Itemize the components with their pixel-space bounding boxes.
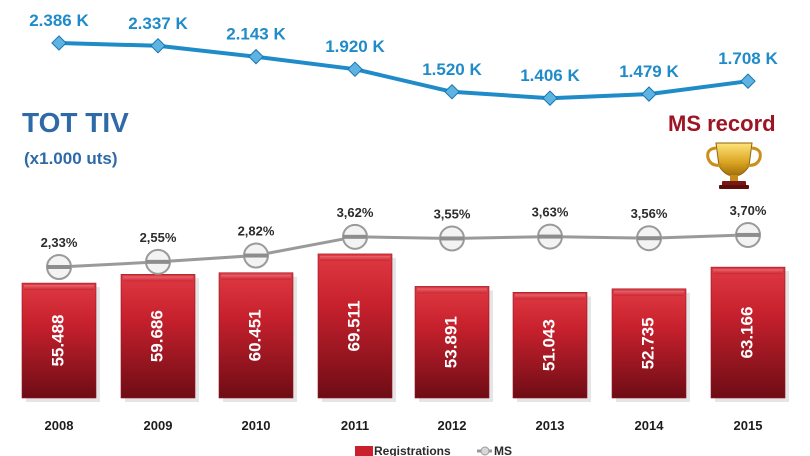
bar-2012 <box>414 286 490 399</box>
legend-ms-marker <box>480 446 490 456</box>
bar-2008 <box>21 282 97 399</box>
chart-subtitle: (x1.000 uts) <box>24 149 118 168</box>
ms-point-bar-2012 <box>440 236 464 241</box>
ms-line <box>58 233 749 269</box>
ms-record-annotation: MS record <box>668 111 776 136</box>
tot-tiv-label-2014: 1.479 K <box>619 62 679 81</box>
bar-top-highlight-2010 <box>221 274 291 280</box>
tot-tiv-label-2010: 2.143 K <box>226 25 286 44</box>
bar-value-label-2014: 52.735 <box>638 317 657 369</box>
ms-label-2012: 3,55% <box>434 206 471 221</box>
bar-value-label-2011: 69.511 <box>344 300 363 351</box>
tiv-label-group: 2.386 K 2.337 K 2.143 K 1.920 K 1.520 K 1.406… <box>29 11 778 85</box>
ms-label-2013: 3,63% <box>532 205 569 220</box>
tot-tiv-point-2011 <box>347 61 363 78</box>
tot-tiv-point-2014 <box>641 86 657 102</box>
bar-top-highlight-2014 <box>614 290 684 296</box>
ms-label-2011: 3,62% <box>337 205 374 220</box>
tot-tiv-label-2009: 2.337 K <box>128 14 188 33</box>
ms-line-group <box>46 221 761 280</box>
x-tick-label-2010: 2010 <box>242 418 271 433</box>
ms-point-bar-2011 <box>343 234 367 239</box>
ms-label-2008: 2,33% <box>41 235 78 250</box>
bar-value-label-2008: 55.488 <box>48 315 67 367</box>
x-tick-label-2011: 2011 <box>341 418 369 433</box>
tot-tiv-point-2013 <box>542 90 558 106</box>
ms-label-group: 2,33% 2,55% 2,82% 3,62% 3,55% 3,63% 3,56% 3,70% <box>41 203 767 250</box>
bar-top-highlight-2012 <box>417 288 487 294</box>
ms-point-bar-2015 <box>736 232 760 237</box>
ms-point-bar-2008 <box>47 265 71 269</box>
bar-value-label-2009: 59.686 <box>147 310 166 362</box>
bar-top-highlight-2009 <box>123 276 193 282</box>
ms-label-2010: 2,82% <box>238 224 275 239</box>
tot-tiv-point-2009 <box>150 37 166 54</box>
chart-title: TOT TIV <box>22 107 129 138</box>
ms-point-bar-2014 <box>637 236 661 241</box>
bar-value-label-2012: 53.891 <box>441 316 460 368</box>
tot-tiv-label-2011: 1.920 K <box>325 37 385 56</box>
x-tick-label-2009: 2009 <box>144 418 173 433</box>
ms-label-2015: 3,70% <box>730 203 767 218</box>
ms-point-bar-2009 <box>146 259 170 264</box>
bar-2015 <box>710 266 786 399</box>
year-label-group: 2008 2009 2010 2011 2012 2013 2014 2015 <box>45 418 763 433</box>
bar-value-label-2013: 51.043 <box>539 319 558 371</box>
bar-2010 <box>218 272 294 399</box>
legend-registrations-label: Registrations <box>374 444 451 456</box>
tot-tiv-point-2015 <box>740 73 756 89</box>
bar-value-label-2010: 60.451 <box>245 309 264 361</box>
bar-group <box>21 253 789 402</box>
chart-legend: Registrations MS <box>355 444 512 456</box>
bar-2009 <box>120 274 196 399</box>
legend-ms-label: MS <box>494 444 512 456</box>
ms-point-bar-2010 <box>244 253 268 258</box>
x-tick-label-2013: 2013 <box>536 418 565 433</box>
tot-tiv-label-2008: 2.386 K <box>29 11 89 30</box>
x-tick-label-2015: 2015 <box>734 418 763 433</box>
bar-2013 <box>512 292 588 399</box>
tot-tiv-line <box>57 41 750 101</box>
tot-tiv-point-2008 <box>51 35 67 51</box>
tot-tiv-label-2015: 1.708 K <box>718 49 778 68</box>
tiv-line-group <box>51 35 756 106</box>
bar-top-highlight-2011 <box>320 255 390 261</box>
tot-tiv-point-2010 <box>248 48 264 65</box>
tot-tiv-point-2012 <box>444 83 460 100</box>
ms-point-bar-2013 <box>538 234 562 239</box>
ms-label-2009: 2,55% <box>140 230 177 245</box>
tot-tiv-label-2013: 1.406 K <box>520 66 580 85</box>
bar-top-highlight-2015 <box>713 269 783 275</box>
bar-top-highlight-2013 <box>515 294 585 300</box>
tot-tiv-label-2012: 1.520 K <box>422 60 482 79</box>
bar-2014 <box>611 288 687 399</box>
bar-2011 <box>317 253 393 399</box>
bar-value-label-2015: 63.166 <box>737 307 756 359</box>
x-tick-label-2008: 2008 <box>45 418 74 433</box>
bar-value-group: 55.488 59.686 60.451 69.511 53.891 51.043 52.7… <box>48 300 756 371</box>
legend-registrations-swatch <box>355 446 373 456</box>
x-tick-label-2014: 2014 <box>635 418 665 433</box>
ms-label-2014: 3,56% <box>631 206 668 221</box>
bar-top-highlight-2008 <box>24 285 94 291</box>
x-tick-label-2012: 2012 <box>438 418 467 433</box>
trophy-icon <box>706 142 762 189</box>
